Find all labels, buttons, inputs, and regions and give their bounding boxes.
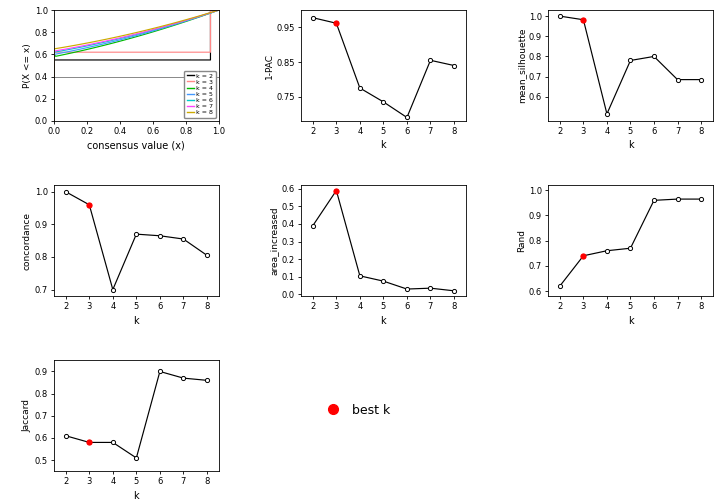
X-axis label: consensus value (x): consensus value (x) [87,140,185,150]
X-axis label: k: k [628,316,634,326]
Y-axis label: P(X <= x): P(X <= x) [23,43,32,88]
Legend: k = 2, k = 3, k = 4, k = 5, k = 6, k = 7, k = 8: k = 2, k = 3, k = 4, k = 5, k = 6, k = 7… [184,71,215,118]
X-axis label: k: k [628,140,634,150]
X-axis label: k: k [133,316,139,326]
Y-axis label: Rand: Rand [517,229,526,252]
Y-axis label: 1-PAC: 1-PAC [264,52,274,79]
Y-axis label: concordance: concordance [23,212,32,270]
X-axis label: k: k [381,316,386,326]
X-axis label: k: k [381,140,386,150]
Legend: best k: best k [315,399,395,422]
Y-axis label: Jaccard: Jaccard [23,399,32,432]
Y-axis label: area_increased: area_increased [270,206,279,275]
Y-axis label: mean_silhouette: mean_silhouette [517,28,526,103]
X-axis label: k: k [133,491,139,500]
